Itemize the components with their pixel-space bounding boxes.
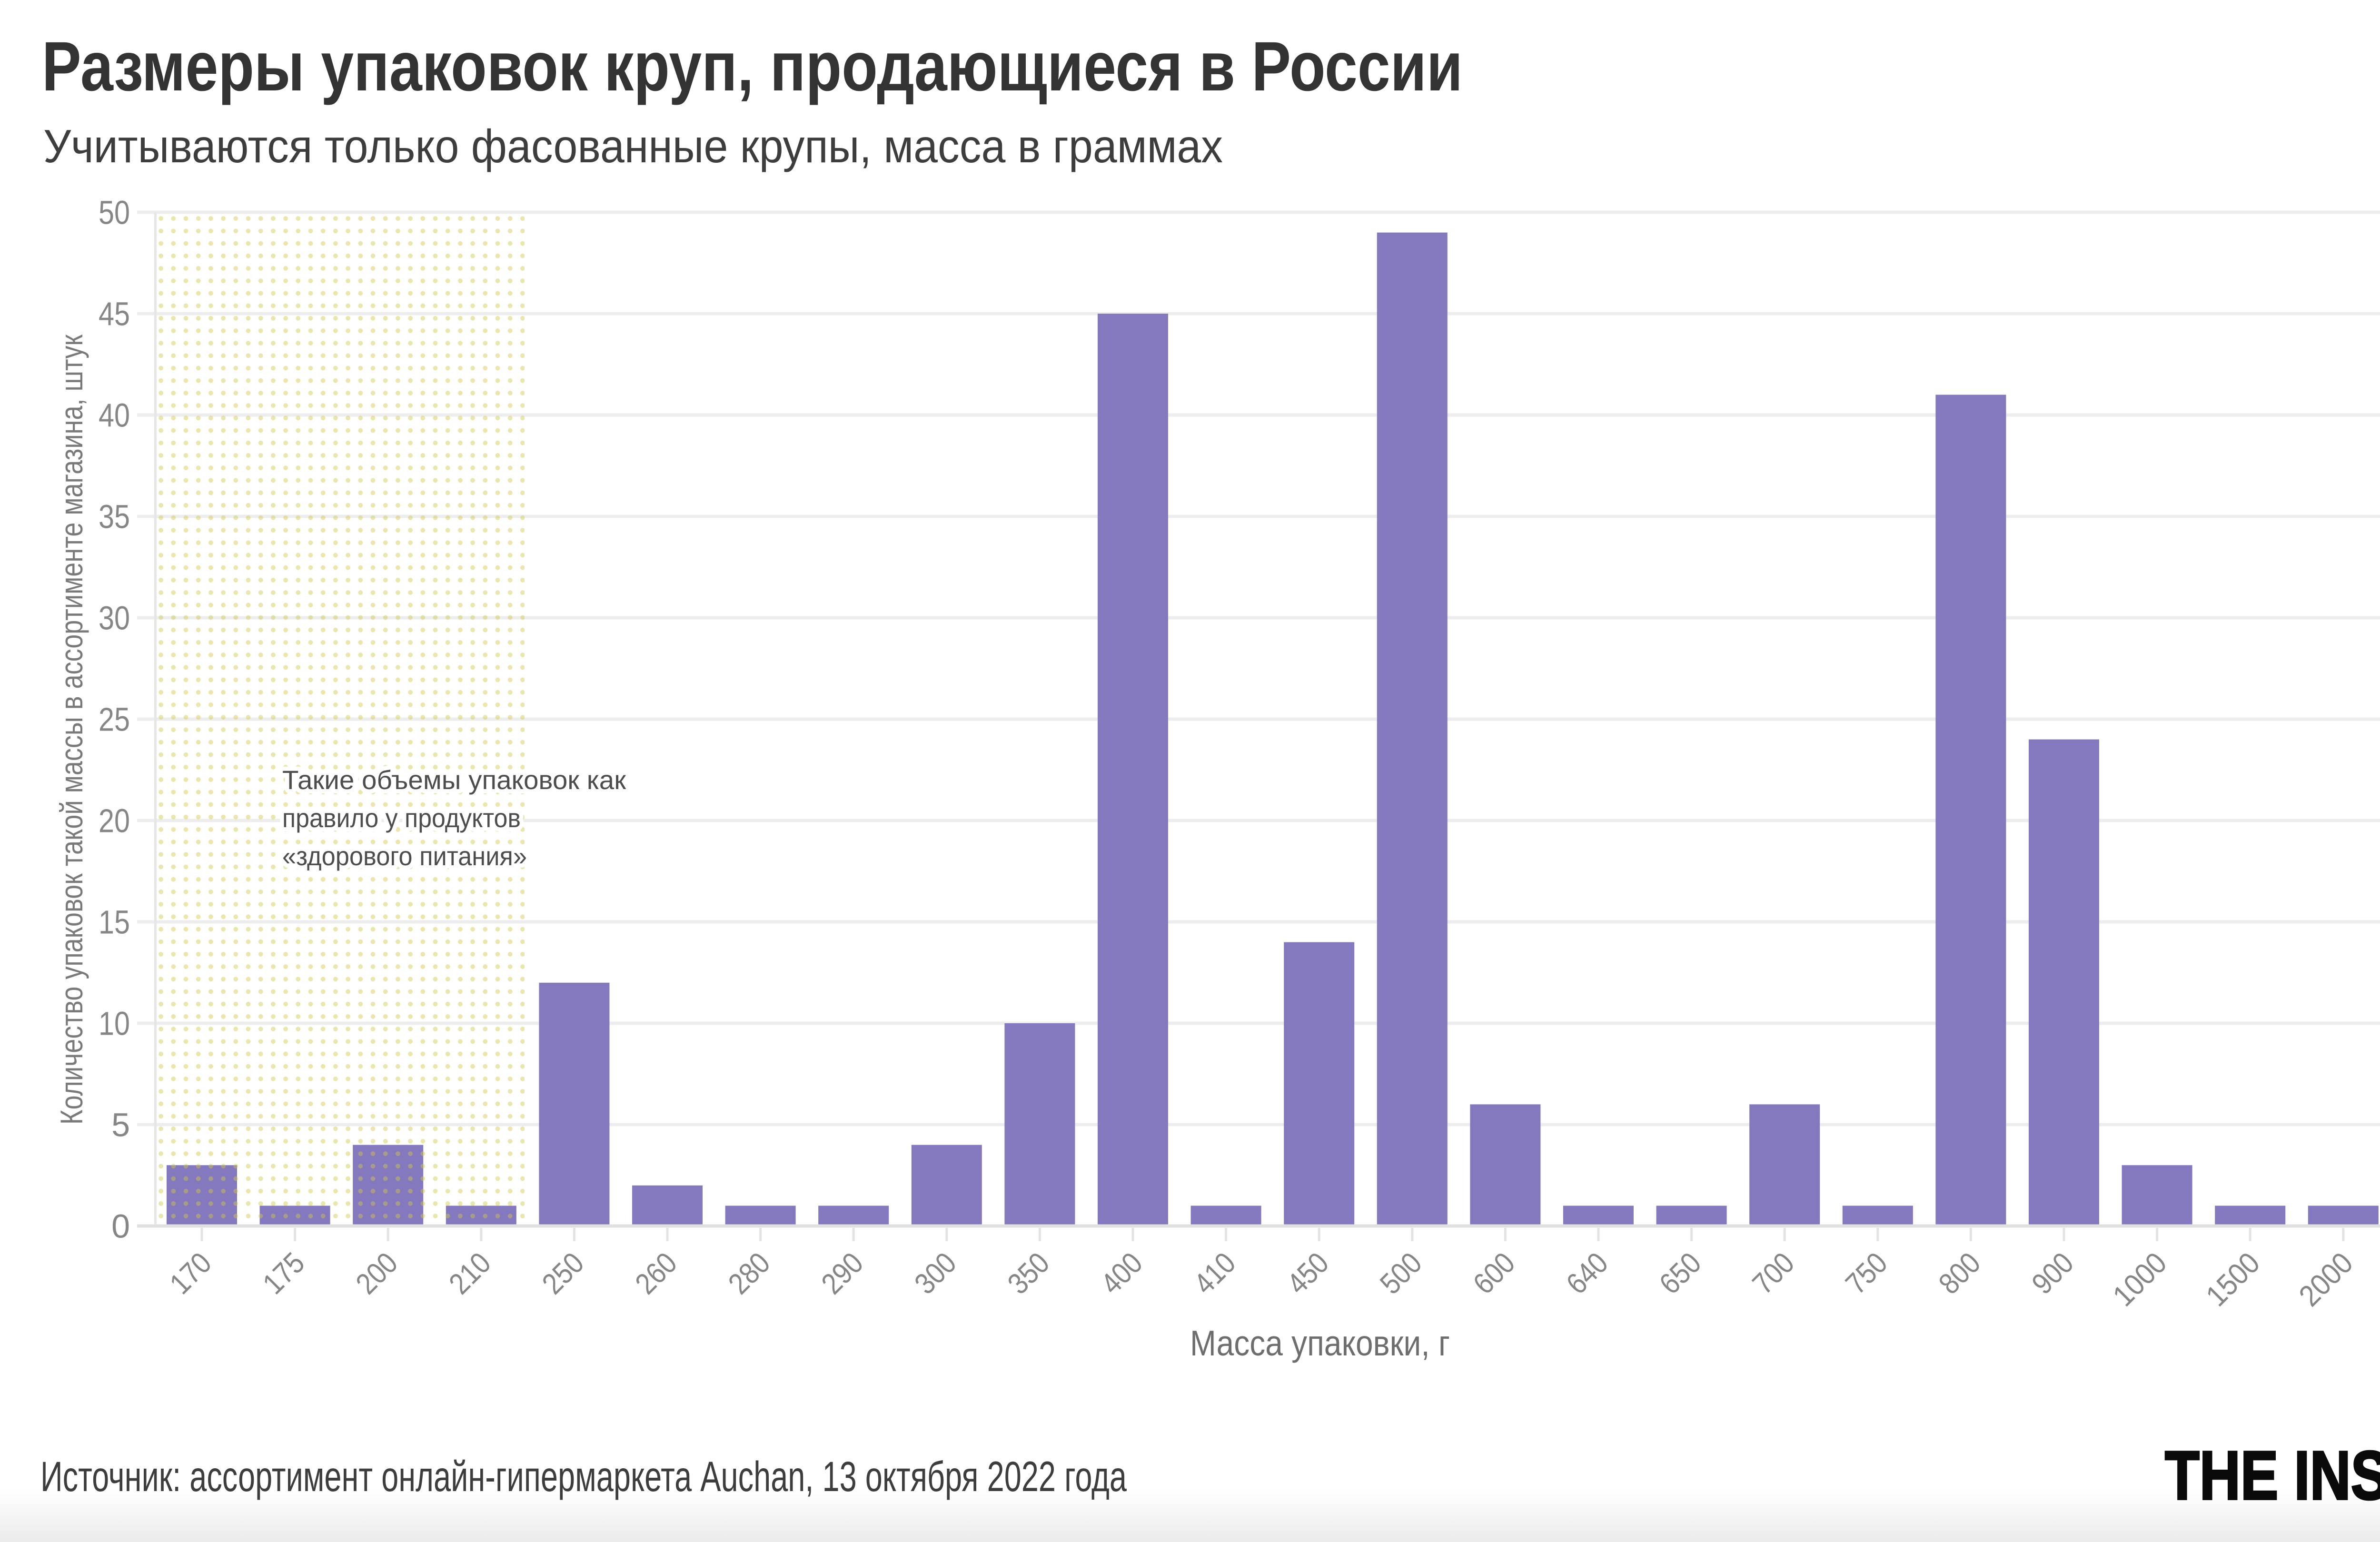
svg-text:35: 35: [99, 498, 130, 535]
svg-text:10: 10: [99, 1005, 130, 1042]
svg-text:15: 15: [99, 904, 130, 941]
svg-text:50: 50: [99, 194, 130, 231]
svg-text:45: 45: [99, 296, 130, 333]
svg-text:Количество упаковок такой масс: Количество упаковок такой массы в ассорт…: [54, 334, 89, 1125]
svg-text:5: 5: [111, 1107, 130, 1144]
svg-text:Размеры упаковок круп, продающ: Размеры упаковок круп, продающиеся в Рос…: [42, 28, 1463, 106]
svg-text:20: 20: [99, 802, 130, 840]
svg-text:Такие объемы упаковок как: Такие объемы упаковок как: [282, 765, 626, 795]
svg-text:правило у продуктов: правило у продуктов: [282, 803, 521, 833]
svg-text:25: 25: [99, 701, 130, 738]
svg-text:30: 30: [99, 600, 130, 637]
svg-text:0: 0: [111, 1208, 130, 1245]
svg-text:40: 40: [99, 397, 130, 434]
svg-text:Масса упаковки, г: Масса упаковки, г: [1190, 1323, 1450, 1363]
svg-text:«здорового питания»: «здорового питания»: [282, 841, 527, 871]
svg-text:Учитываются только фасованные: Учитываются только фасованные крупы, мас…: [43, 120, 1223, 172]
